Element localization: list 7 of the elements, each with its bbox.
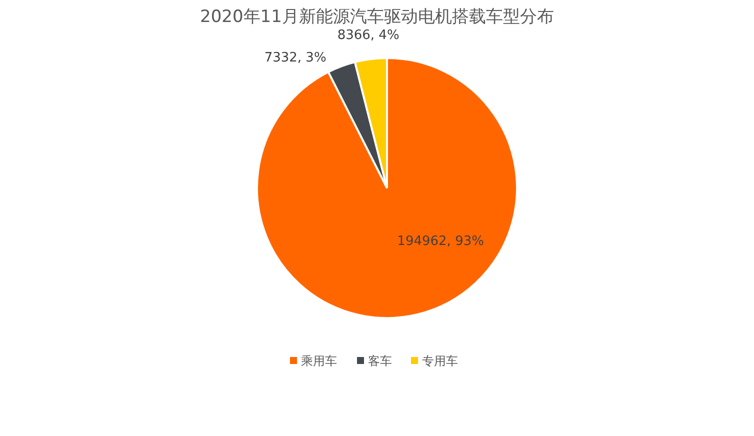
legend-label: 乘用车 — [301, 354, 337, 368]
chart-title: 2020年11月新能源汽车驱动电机搭载车型分布 — [200, 7, 554, 27]
data-label: 8366, 4% — [337, 28, 400, 44]
legend-label: 客车 — [368, 354, 392, 368]
legend-label: 专用车 — [422, 354, 458, 368]
data-label: 194962, 93% — [397, 234, 484, 249]
data-label: 7332, 3% — [264, 50, 326, 66]
